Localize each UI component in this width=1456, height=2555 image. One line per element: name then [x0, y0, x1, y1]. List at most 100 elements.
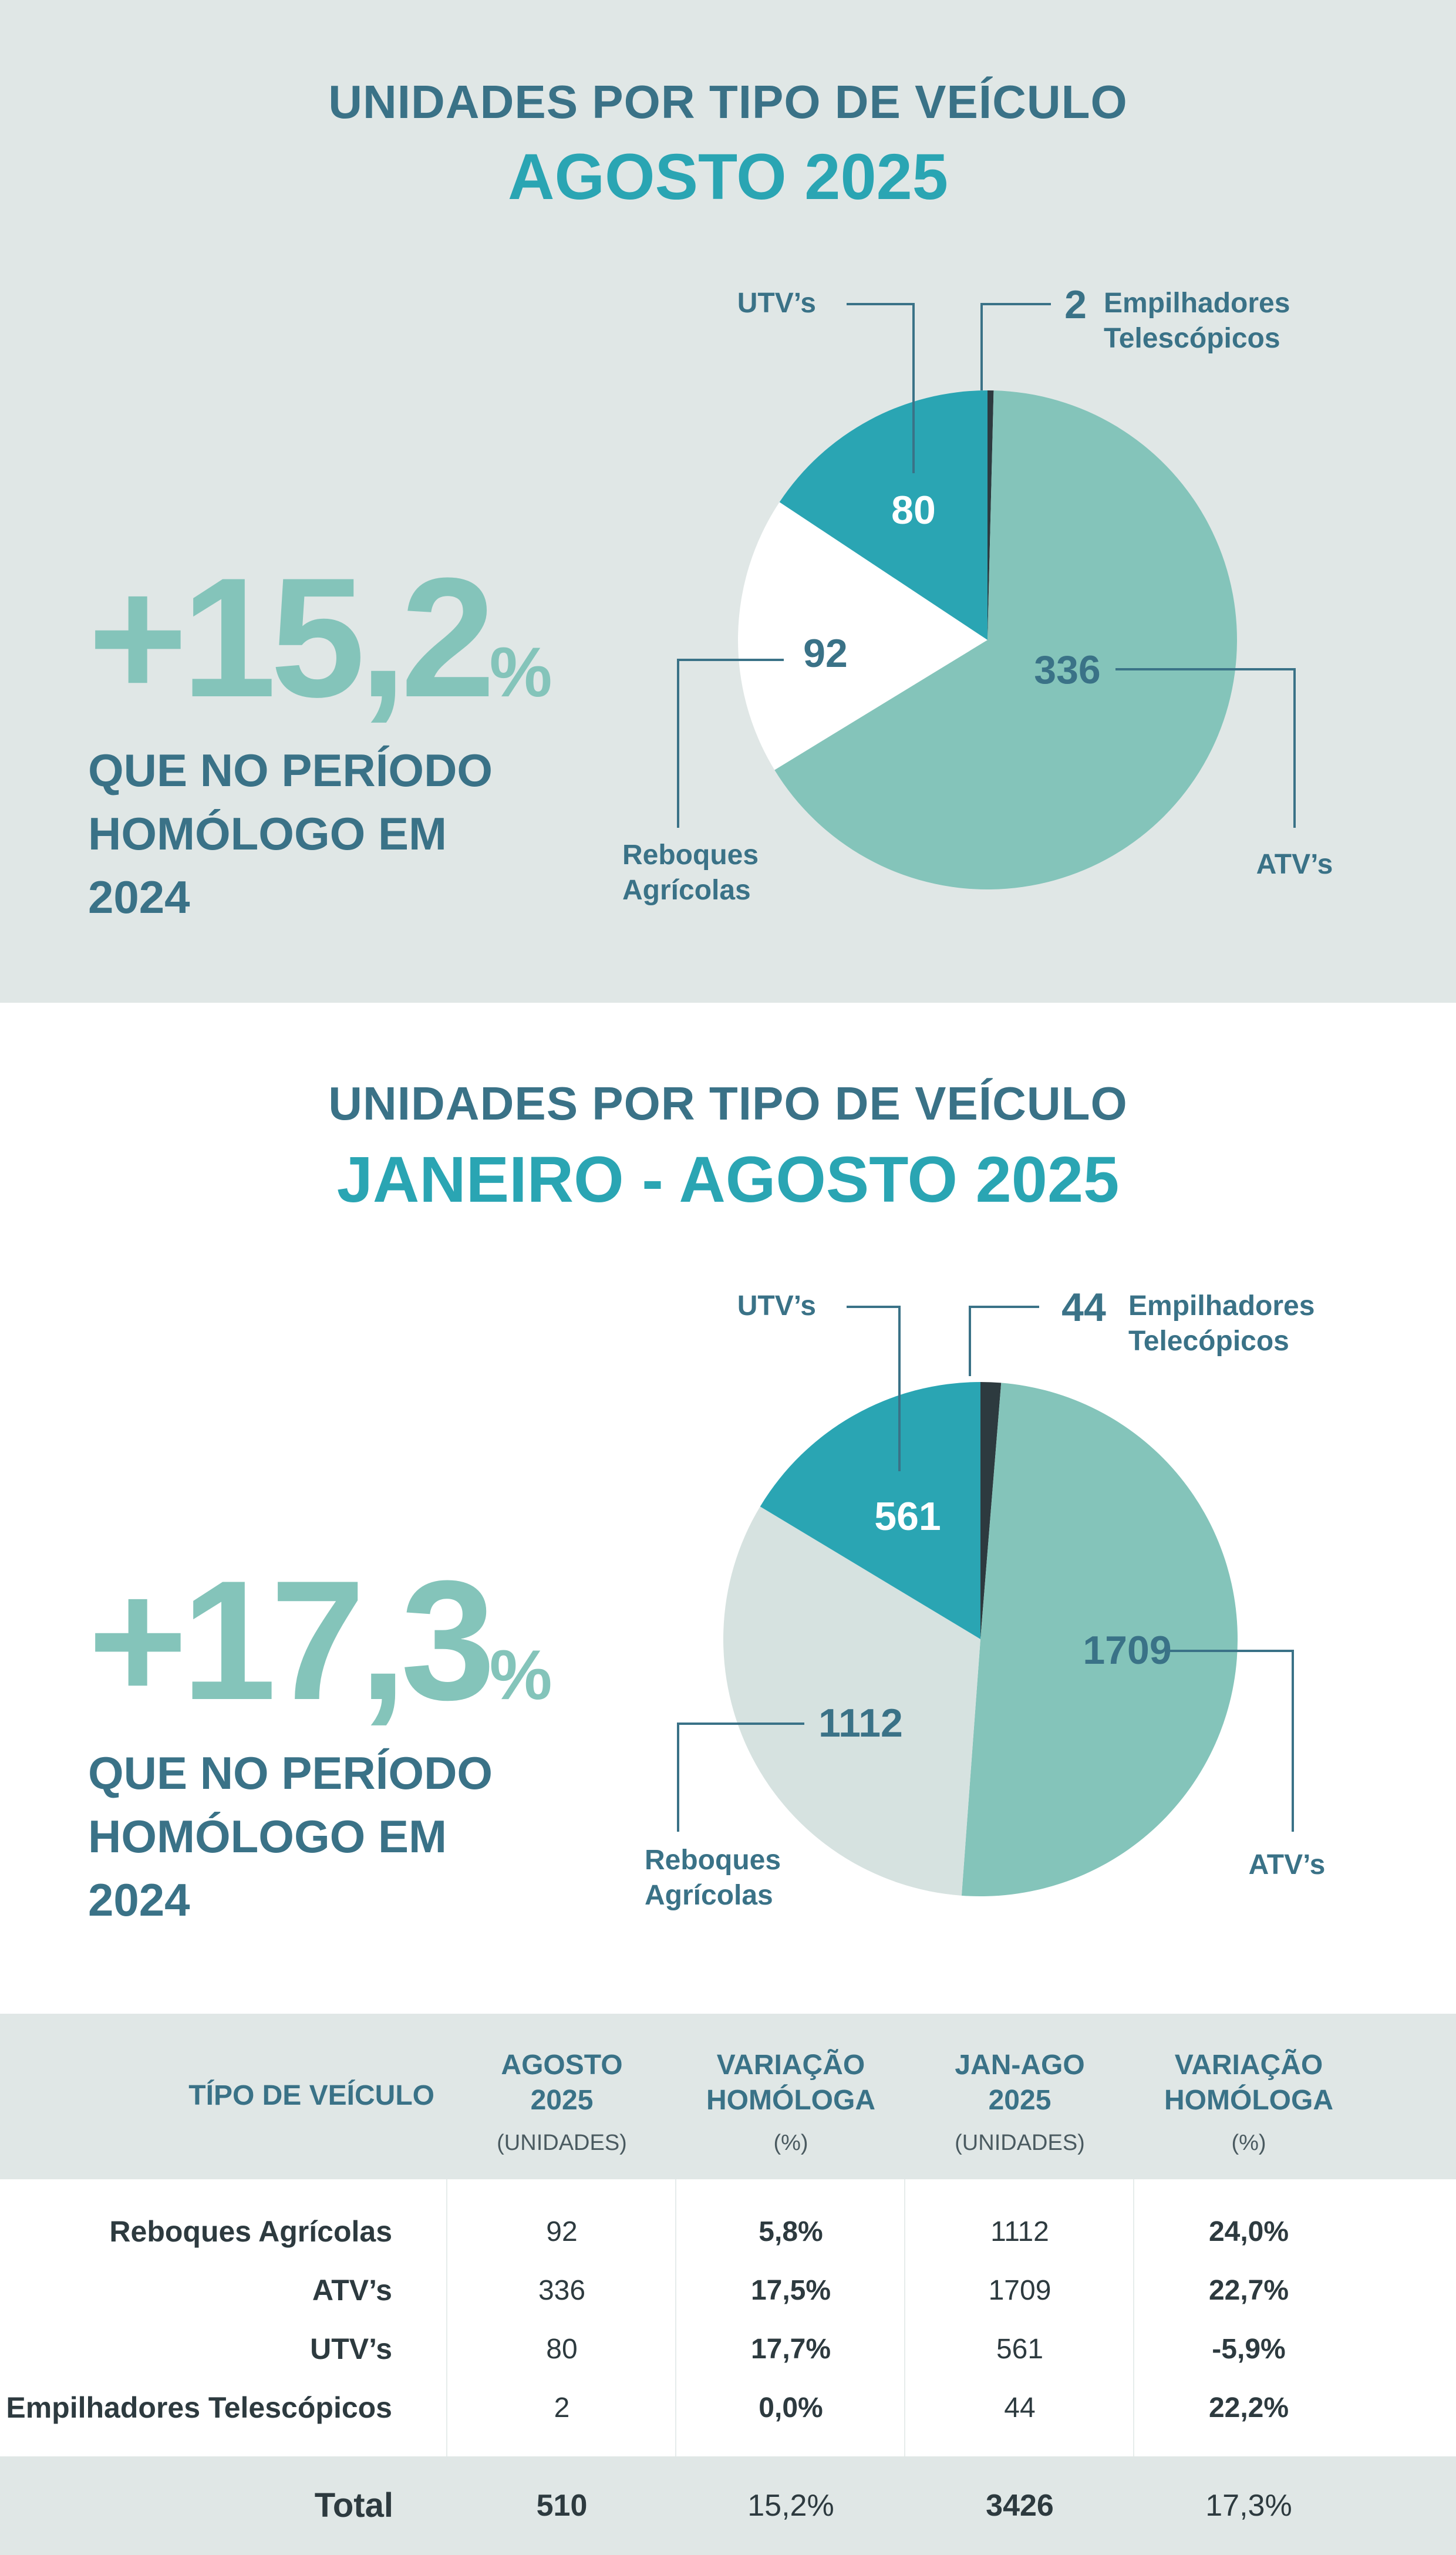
- section-period: AGOSTO 2025: [508, 141, 948, 213]
- table-cell-ago: 2: [554, 2392, 570, 2423]
- slice-value-label: 44: [1061, 1285, 1106, 1330]
- category-label: Telescópicos: [1104, 323, 1280, 354]
- category-label: Reboques: [622, 840, 759, 871]
- column-divider: [446, 2179, 447, 2456]
- header-line: VARIAÇÃO: [1174, 2050, 1323, 2081]
- category-label: Telecópicos: [1128, 1326, 1289, 1357]
- category-label: ATV’s: [1256, 849, 1333, 880]
- column-divider: [675, 2179, 676, 2456]
- growth-caption-line: HOMÓLOGO EM: [88, 1811, 447, 1862]
- total-variacao-agosto: 15,2%: [747, 2489, 834, 2523]
- category-label: Reboques: [645, 1845, 781, 1876]
- slice-value-label: 1709: [1083, 1628, 1171, 1673]
- table-cell-ago: 92: [546, 2216, 578, 2247]
- slice-value-label: 2: [1064, 282, 1087, 327]
- header-line: AGOSTO: [501, 2050, 623, 2081]
- table-cell-janago: 1709: [988, 2275, 1051, 2306]
- total-agosto: 510: [536, 2489, 588, 2523]
- slice-value-label: 336: [1034, 648, 1100, 692]
- table-total-row: Total 510 15,2% 3426 17,3%: [0, 2456, 1456, 2555]
- row-label: UTV’s: [310, 2332, 392, 2365]
- column-divider: [1133, 2179, 1134, 2456]
- pie-chart-janeiro-agosto: 1709 1112 561 44 ATV’s Reboques Agrícolas UTV’s…: [645, 1285, 1326, 1911]
- section-agosto: UNIDADES POR TIPO DE VEÍCULO AGOSTO 2025…: [0, 0, 1456, 1003]
- slice-value-label: 92: [803, 631, 848, 676]
- pie-slice: [961, 1383, 1238, 1896]
- header-jan-ago: JAN-AGO 2025 (UNIDADES): [905, 2048, 1134, 2160]
- summary-table: TÍPO DE VEÍCULO AGOSTO 2025 (UNIDADES) V…: [0, 2014, 1456, 2555]
- pie-slice: [737, 502, 987, 770]
- table-cell-ago: 80: [546, 2334, 578, 2365]
- pie-slice: [779, 390, 987, 640]
- growth-caption-line: 2024: [88, 871, 190, 923]
- table-cell-janago: 561: [996, 2334, 1044, 2365]
- growth-caption: QUE NO PERÍODO HOMÓLOGO EM 2024: [88, 1741, 528, 1932]
- table-cell-var-ago: 5,8%: [759, 2216, 823, 2247]
- growth-sign: %: [489, 1636, 552, 1714]
- growth-caption: QUE NO PERÍODO HOMÓLOGO EM 2024: [88, 739, 528, 929]
- table-cell-var-janago: 22,2%: [1208, 2392, 1289, 2423]
- pie-chart-agosto: 336 92 80 2 ATV’s Reboques Agrícolas UTV’s Empil…: [622, 282, 1333, 906]
- growth-caption-line: 2024: [88, 1874, 190, 1926]
- growth-caption-line: QUE NO PERÍODO: [88, 744, 493, 796]
- leader-line: [1115, 668, 1296, 828]
- table-cell-var-janago: 22,7%: [1208, 2275, 1289, 2306]
- total-jan-ago: 3426: [986, 2489, 1054, 2523]
- category-label: ATV’s: [1249, 1849, 1326, 1880]
- growth-figure: +17,3%: [88, 1543, 552, 1738]
- section-period: JANEIRO - AGOSTO 2025: [336, 1144, 1120, 1216]
- header-line: JAN-AGO: [955, 2050, 1085, 2081]
- table-cell-var-ago: 17,7%: [750, 2334, 831, 2365]
- category-label: Empilhadores: [1104, 288, 1290, 319]
- slice-value-label: 1112: [818, 1701, 903, 1745]
- growth-number: +17,3: [88, 1545, 496, 1735]
- table-cell-var-ago: 17,5%: [750, 2275, 831, 2306]
- category-label: Agrícolas: [622, 875, 751, 906]
- header-line: VARIAÇÃO: [716, 2050, 865, 2081]
- table-cell-ago: 336: [538, 2275, 586, 2306]
- slice-value-label: 80: [891, 488, 936, 532]
- growth-figure: +15,2%: [88, 540, 552, 736]
- growth-caption-line: HOMÓLOGO EM: [88, 808, 447, 859]
- header-unit: (%): [1231, 2131, 1266, 2155]
- section-title: UNIDADES POR TIPO DE VEÍCULO: [328, 76, 1128, 128]
- table-cell-var-janago: -5,9%: [1212, 2334, 1286, 2365]
- leader-line: [969, 1306, 1039, 1376]
- row-label: Reboques Agrícolas: [109, 2215, 392, 2248]
- row-label: Empilhadores Telescópicos: [6, 2391, 392, 2424]
- table-cell-janago: 1112: [990, 2216, 1049, 2247]
- pie-slice: [987, 390, 994, 640]
- leader-line: [677, 1723, 804, 1832]
- category-label: UTV’s: [737, 288, 816, 319]
- header-line: HOMÓLOGA: [706, 2085, 875, 2116]
- section-janeiro-agosto: UNIDADES POR TIPO DE VEÍCULO JANEIRO - A…: [0, 1003, 1456, 2014]
- leader-line: [847, 303, 915, 473]
- header-line: HOMÓLOGA: [1164, 2085, 1333, 2116]
- pie-slice: [980, 1382, 1002, 1639]
- row-label: ATV’s: [312, 2274, 392, 2307]
- header-line: 2025: [530, 2085, 594, 2116]
- section-title: UNIDADES POR TIPO DE VEÍCULO: [328, 1077, 1128, 1130]
- category-label: Agrícolas: [645, 1880, 773, 1911]
- total-label: Total: [314, 2486, 393, 2524]
- pie-slice: [723, 1506, 980, 1896]
- leader-line: [1169, 1650, 1294, 1832]
- table-cell-janago: 44: [1004, 2392, 1036, 2423]
- leader-line: [847, 1306, 901, 1471]
- leader-line: [677, 659, 784, 828]
- header-vehicle-type: TÍPO DE VEÍCULO: [188, 2080, 434, 2111]
- growth-sign: %: [489, 633, 552, 712]
- category-label: UTV’s: [737, 1290, 816, 1322]
- category-label: Empilhadores: [1128, 1290, 1315, 1322]
- growth-number: +15,2: [88, 542, 496, 733]
- header-variacao-jan-ago: VARIAÇÃO HOMÓLOGA (%): [1134, 2048, 1363, 2160]
- table-cell-var-janago: 24,0%: [1208, 2216, 1289, 2247]
- pie-slice: [774, 390, 1238, 889]
- header-variacao-agosto: VARIAÇÃO HOMÓLOGA (%): [676, 2048, 905, 2160]
- table-header: TÍPO DE VEÍCULO AGOSTO 2025 (UNIDADES) V…: [0, 2014, 1456, 2179]
- leader-line: [980, 303, 1051, 390]
- header-unit: (UNIDADES): [497, 2131, 627, 2155]
- header-unit: (%): [773, 2131, 808, 2155]
- table-cell-var-ago: 0,0%: [759, 2392, 823, 2423]
- slice-value-label: 561: [874, 1494, 941, 1539]
